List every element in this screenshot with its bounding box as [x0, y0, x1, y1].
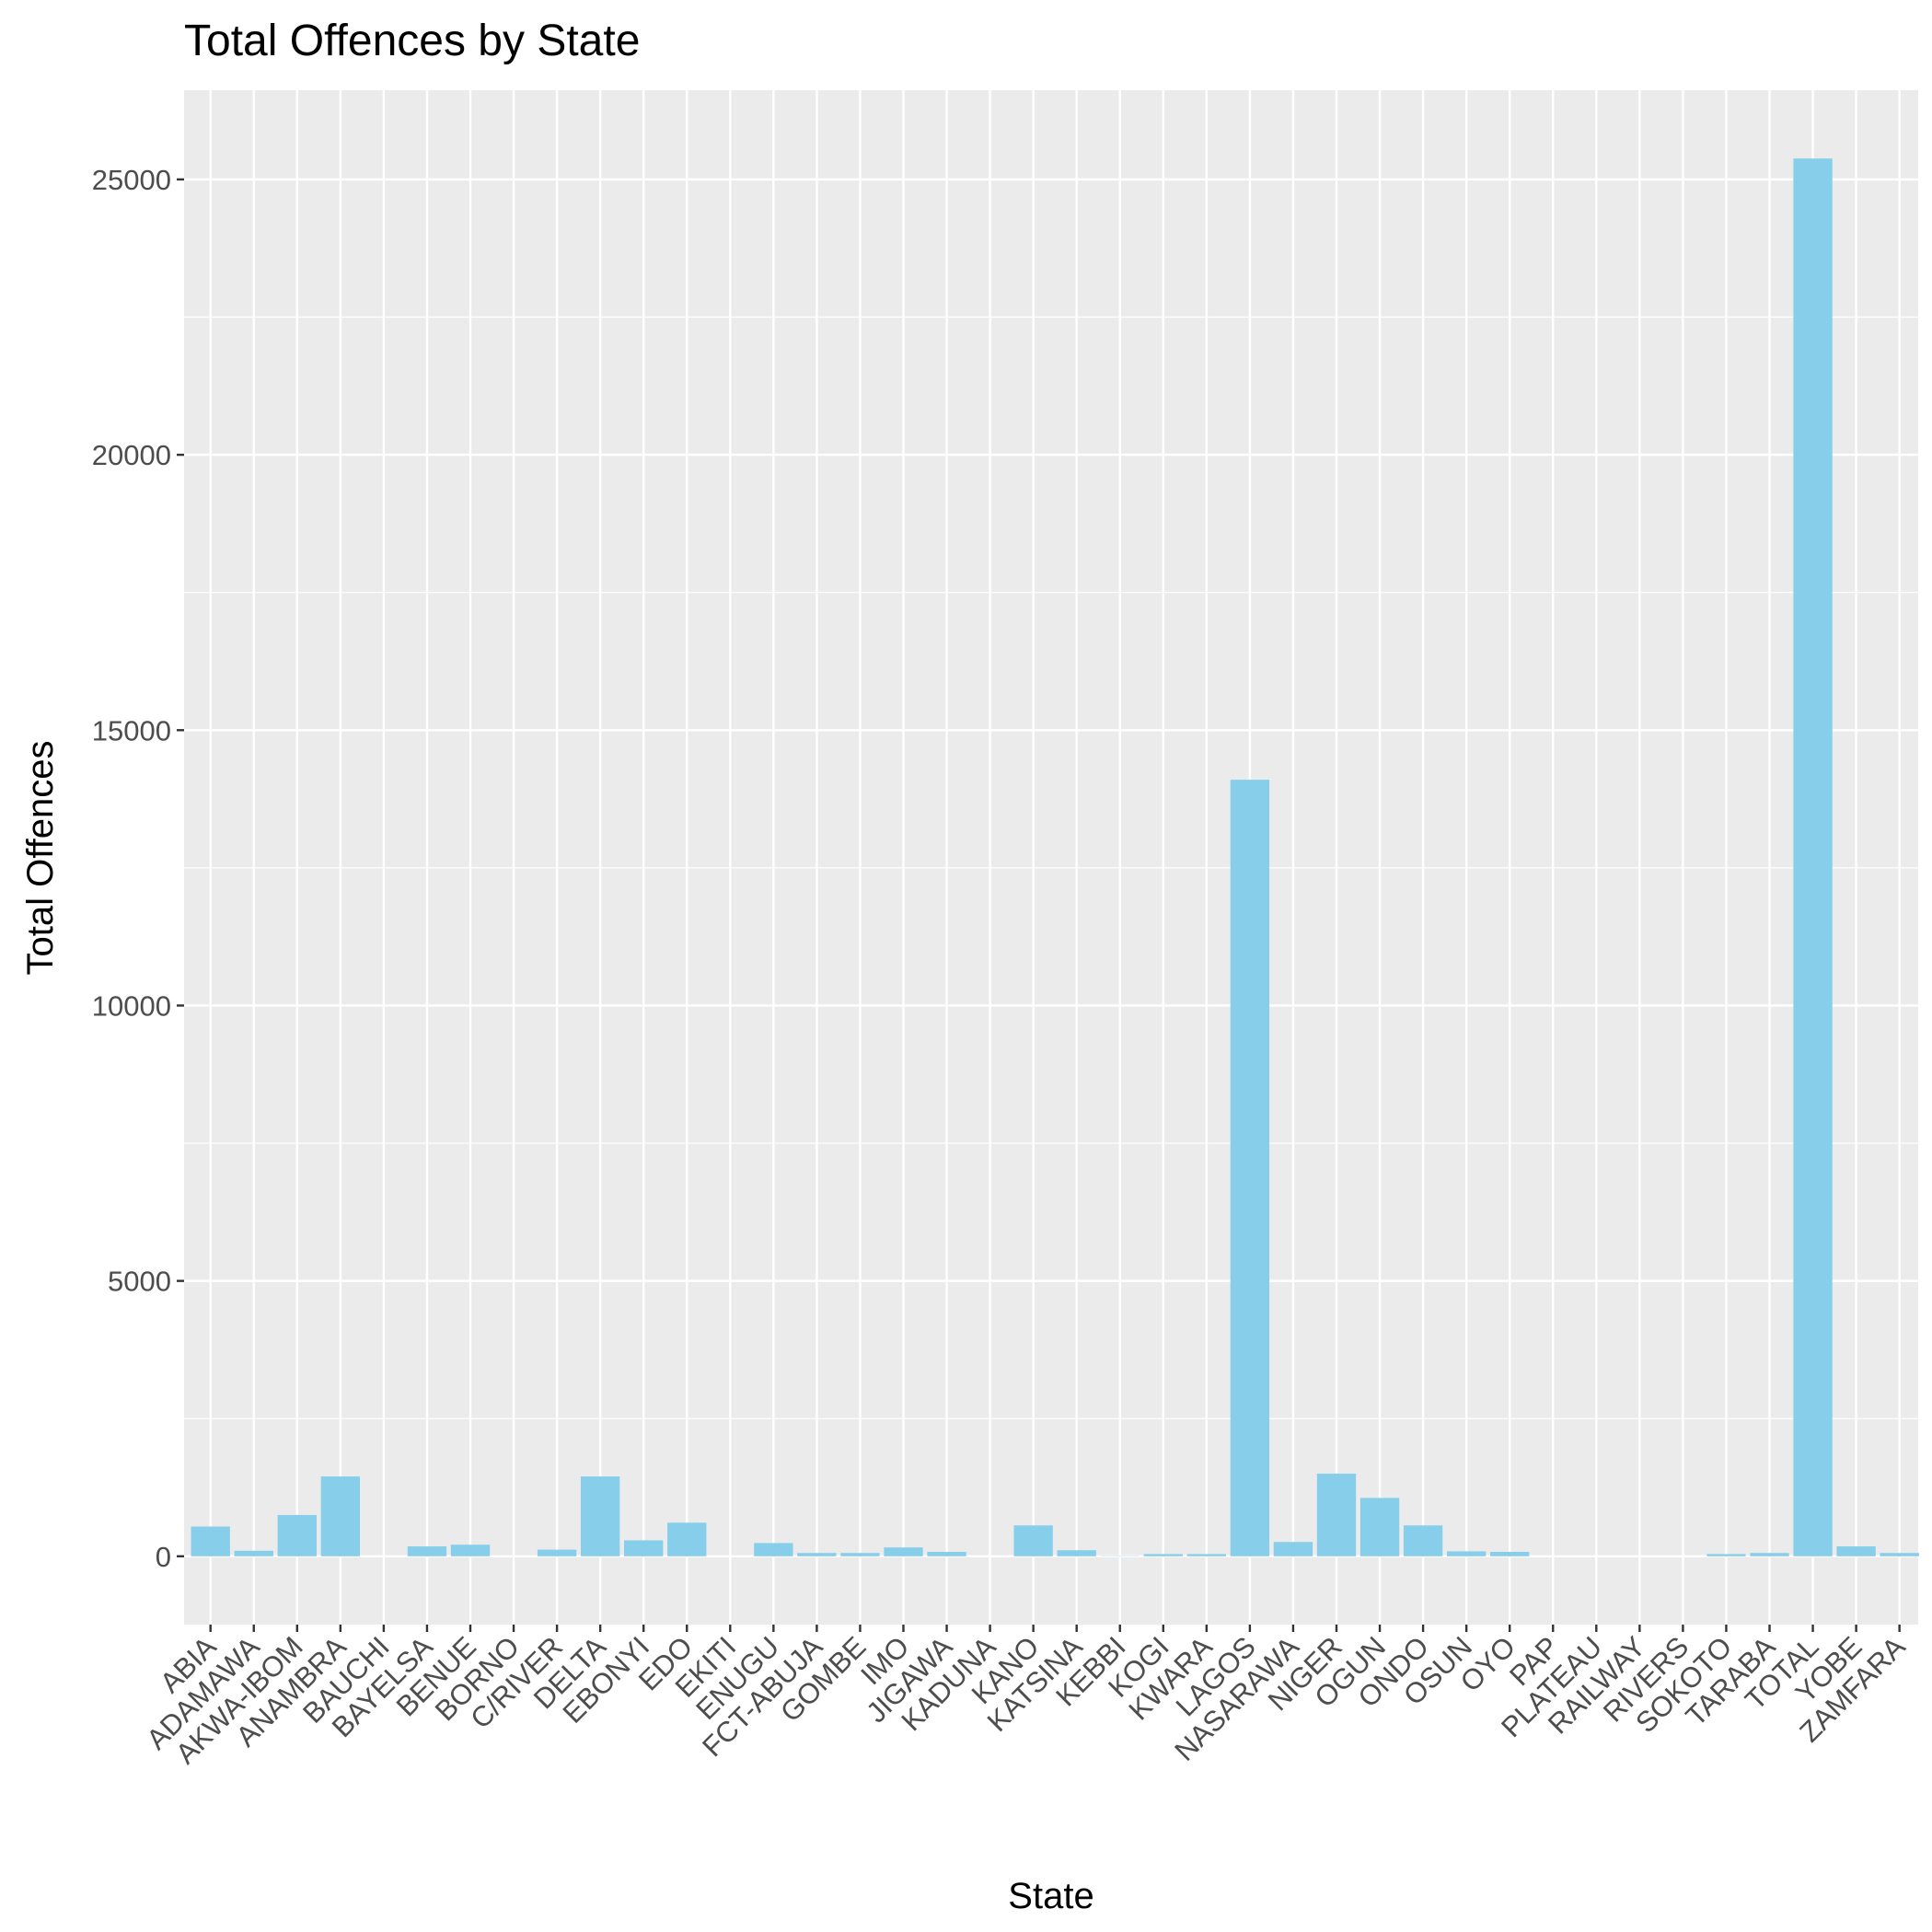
bar-sokoto: [1706, 1554, 1746, 1556]
bar-ondo: [1403, 1525, 1443, 1556]
bar-kwara: [1186, 1554, 1227, 1556]
bar-lagos: [1230, 780, 1270, 1556]
bar-jigawa: [927, 1552, 966, 1556]
bar-oyo: [1490, 1552, 1530, 1556]
bar-kano: [1013, 1525, 1053, 1556]
y-tick-label: 0: [156, 1541, 171, 1573]
bar-benue: [450, 1544, 491, 1556]
bar-imo: [884, 1547, 923, 1556]
bar-katsina: [1057, 1550, 1096, 1556]
x-axis-title: State: [1008, 1876, 1093, 1916]
bar-yobe: [1836, 1546, 1876, 1556]
bar-enugu: [754, 1543, 793, 1556]
x-axis: ABIAADAMAWAAKWA-IBOMANAMBRABAUCHIBAYELSA…: [140, 1625, 1912, 1770]
bar-abia: [191, 1526, 230, 1556]
bar-total: [1793, 158, 1833, 1556]
plot-panel: [184, 90, 1918, 1625]
bar-kogi: [1143, 1554, 1183, 1556]
y-tick-label: 5000: [108, 1266, 171, 1298]
bar-niger: [1316, 1474, 1357, 1556]
y-tick-label: 10000: [92, 989, 171, 1022]
bar-edo: [667, 1522, 707, 1556]
bar-delta: [580, 1476, 620, 1556]
bar-osun: [1446, 1551, 1487, 1556]
bar-gombe: [840, 1553, 880, 1556]
bar-anambra: [320, 1476, 361, 1556]
y-tick-label: 15000: [92, 714, 171, 746]
bar-ebonyi: [624, 1540, 664, 1556]
chart-title: Total Offences by State: [184, 17, 640, 65]
bar-nasarawa: [1273, 1542, 1313, 1556]
y-tick-label: 20000: [92, 439, 171, 471]
bar-c-river: [537, 1549, 577, 1556]
bar-ogun: [1359, 1498, 1400, 1556]
bar-akwa-ibom: [277, 1514, 317, 1556]
bars: [191, 158, 1919, 1556]
bar-taraba: [1750, 1553, 1789, 1556]
bar-bayelsa: [407, 1546, 447, 1556]
y-tick-label: 25000: [92, 164, 171, 196]
bar-adamawa: [234, 1550, 273, 1556]
bar-zamfara: [1880, 1553, 1919, 1556]
bar-fct-abuja: [797, 1553, 837, 1556]
y-axis-title: Total Offences: [20, 741, 61, 976]
y-axis: 0 5000 10000 15000 20000 25000: [92, 164, 184, 1573]
